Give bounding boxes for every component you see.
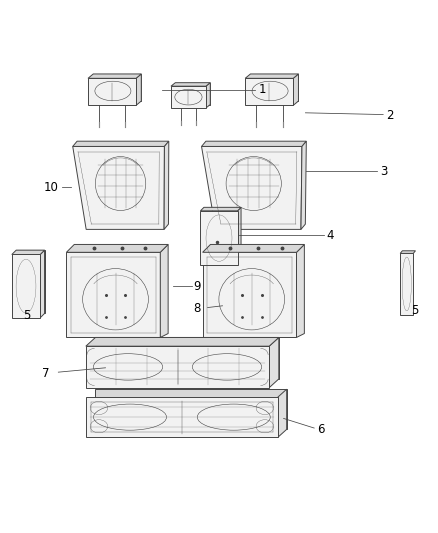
- Polygon shape: [67, 245, 168, 252]
- Text: 8: 8: [193, 302, 200, 316]
- Polygon shape: [278, 389, 287, 437]
- Polygon shape: [269, 337, 279, 387]
- Polygon shape: [175, 83, 210, 104]
- Polygon shape: [400, 251, 416, 253]
- Polygon shape: [95, 389, 287, 430]
- Polygon shape: [301, 141, 306, 229]
- Polygon shape: [201, 147, 302, 229]
- Polygon shape: [203, 252, 297, 337]
- Text: 9: 9: [194, 280, 201, 293]
- Polygon shape: [73, 147, 164, 229]
- Polygon shape: [237, 207, 241, 265]
- Polygon shape: [245, 74, 298, 78]
- Polygon shape: [201, 211, 237, 265]
- Polygon shape: [203, 245, 304, 252]
- Polygon shape: [201, 141, 306, 147]
- Polygon shape: [171, 83, 210, 86]
- Text: 5: 5: [23, 309, 31, 322]
- Polygon shape: [88, 78, 136, 106]
- Text: 6: 6: [317, 423, 324, 437]
- Text: 2: 2: [386, 109, 393, 123]
- Polygon shape: [86, 337, 279, 346]
- Polygon shape: [12, 254, 40, 318]
- Polygon shape: [251, 74, 298, 101]
- Text: 1: 1: [258, 83, 266, 96]
- Polygon shape: [206, 83, 210, 108]
- Text: 3: 3: [380, 165, 387, 178]
- Polygon shape: [73, 141, 169, 147]
- Polygon shape: [16, 250, 45, 313]
- Text: 7: 7: [42, 367, 49, 380]
- Polygon shape: [40, 250, 45, 318]
- Polygon shape: [86, 397, 278, 437]
- Polygon shape: [160, 245, 168, 337]
- Text: 10: 10: [43, 181, 58, 195]
- Polygon shape: [67, 252, 160, 337]
- Polygon shape: [400, 253, 413, 314]
- Text: 5: 5: [411, 304, 418, 317]
- Polygon shape: [164, 141, 169, 229]
- Polygon shape: [86, 346, 269, 387]
- Polygon shape: [88, 74, 141, 78]
- Polygon shape: [171, 86, 206, 108]
- Polygon shape: [136, 74, 141, 106]
- Polygon shape: [12, 250, 45, 254]
- Polygon shape: [95, 337, 279, 379]
- Polygon shape: [297, 245, 304, 337]
- Polygon shape: [93, 74, 141, 101]
- Polygon shape: [245, 78, 293, 106]
- Polygon shape: [293, 74, 298, 106]
- Polygon shape: [201, 207, 241, 211]
- Text: 4: 4: [326, 229, 334, 241]
